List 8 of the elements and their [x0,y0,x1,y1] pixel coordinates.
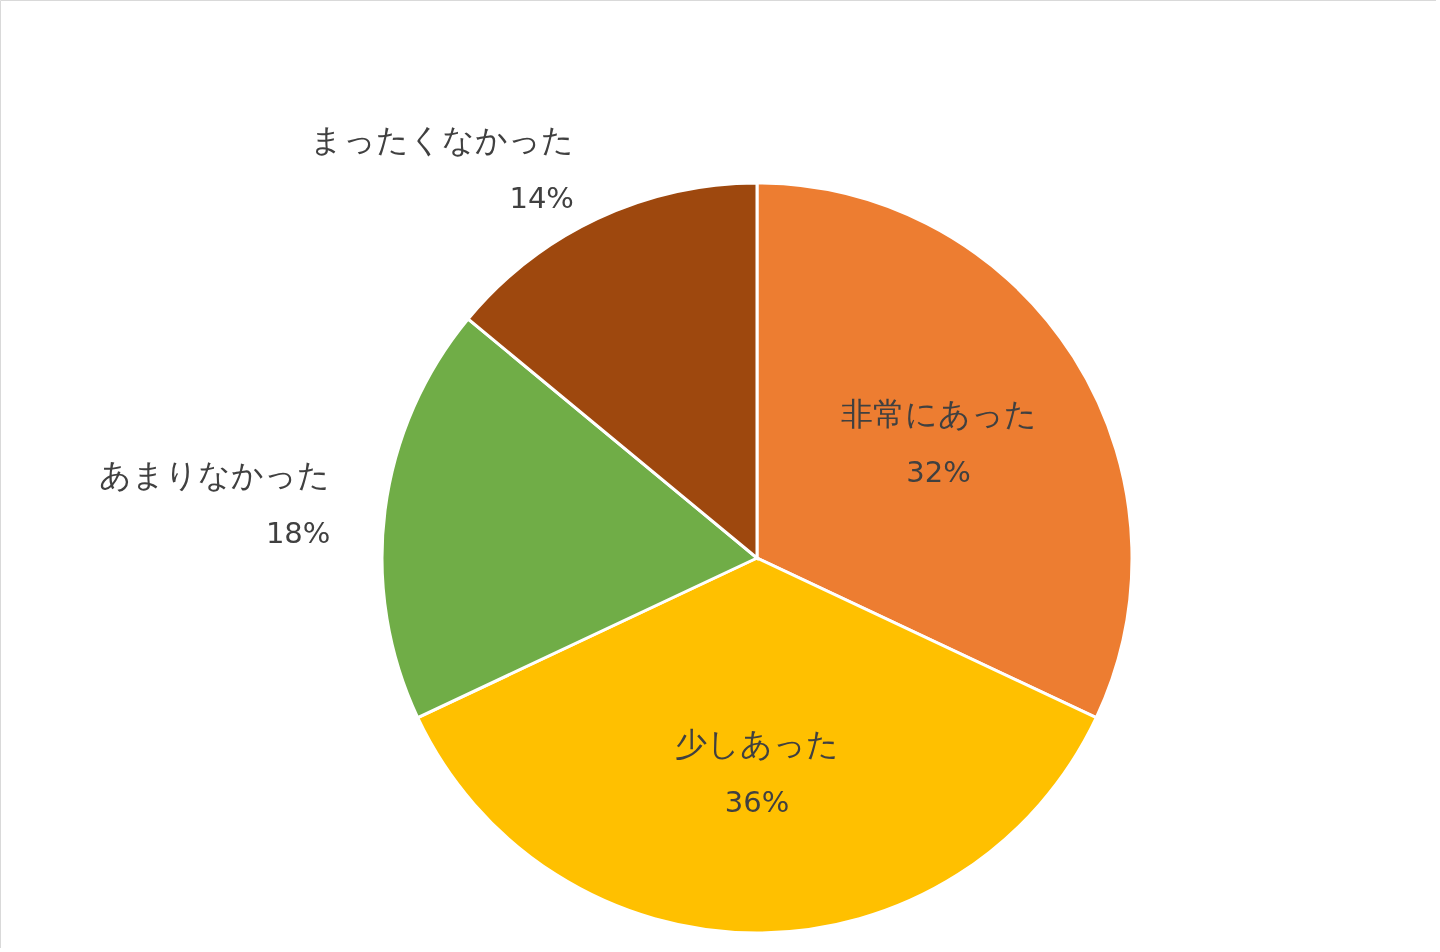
data-label: 18% [265,516,331,551]
data-label: 14% [509,180,574,215]
slice-label: まったくなかった [309,120,574,159]
data-label: 36% [724,785,790,819]
data-label: 32% [906,454,971,489]
slice-label: 少しあった [675,725,839,763]
slice-label: あまりなかった [99,456,331,495]
slice-label: 非常にあった [840,394,1037,433]
